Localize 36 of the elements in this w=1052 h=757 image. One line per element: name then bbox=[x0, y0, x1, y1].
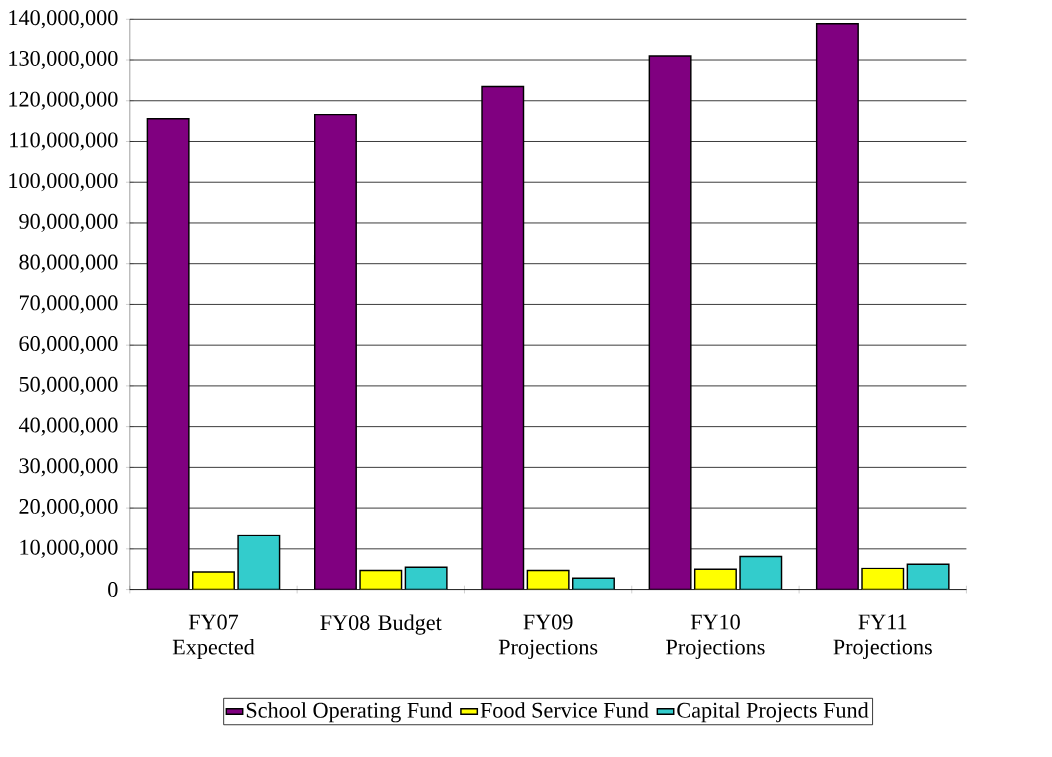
y-tick-label: 60,000,000 bbox=[19, 336, 118, 355]
bar bbox=[359, 569, 403, 590]
x-tick-label: FY11 Projections bbox=[833, 614, 932, 660]
bar bbox=[906, 563, 950, 590]
x-tick-label: FY09 Projections bbox=[498, 614, 598, 660]
y-tick-label: 50,000,000 bbox=[19, 377, 118, 396]
bar bbox=[648, 55, 692, 590]
y-tick-label: 40,000,000 bbox=[18, 417, 118, 436]
y-tick-label: 30,000,000 bbox=[19, 458, 118, 477]
bar bbox=[313, 114, 357, 590]
x-tick-label: FY10 Projections bbox=[666, 614, 765, 660]
bar bbox=[526, 569, 570, 590]
bar bbox=[739, 556, 783, 590]
y-tick-label: 20,000,000 bbox=[19, 499, 118, 518]
bar bbox=[861, 567, 905, 590]
y-tick-label: 70,000,000 bbox=[19, 295, 118, 314]
bar bbox=[146, 118, 190, 590]
y-tick-label: 110,000,000 bbox=[10, 132, 118, 151]
legend-label: Food Service Fund bbox=[480, 702, 649, 719]
y-tick-label: 80,000,000 bbox=[19, 254, 118, 274]
y-tick-label: 100,000,000 bbox=[9, 173, 118, 192]
bar bbox=[693, 568, 737, 590]
x-tick-label: FY07 Expected bbox=[172, 614, 255, 660]
bar bbox=[815, 23, 859, 590]
bar bbox=[237, 534, 281, 590]
bar bbox=[481, 86, 525, 590]
legend-label: Capital Projects Fund bbox=[677, 702, 869, 723]
y-tick-label: 140,000,000 bbox=[9, 10, 118, 29]
y-tick-label: 0 bbox=[108, 582, 118, 598]
y-tick-label: 10,000,000 bbox=[20, 540, 118, 559]
bar bbox=[404, 566, 448, 590]
y-tick-label: 120,000,000 bbox=[9, 91, 118, 111]
legend-label: School Operating Fund bbox=[246, 702, 453, 723]
y-tick-label: 90,000,000 bbox=[19, 214, 118, 233]
y-tick-label: 130,000,000 bbox=[9, 51, 118, 70]
x-tick-label: FY08 Budget bbox=[320, 614, 442, 635]
